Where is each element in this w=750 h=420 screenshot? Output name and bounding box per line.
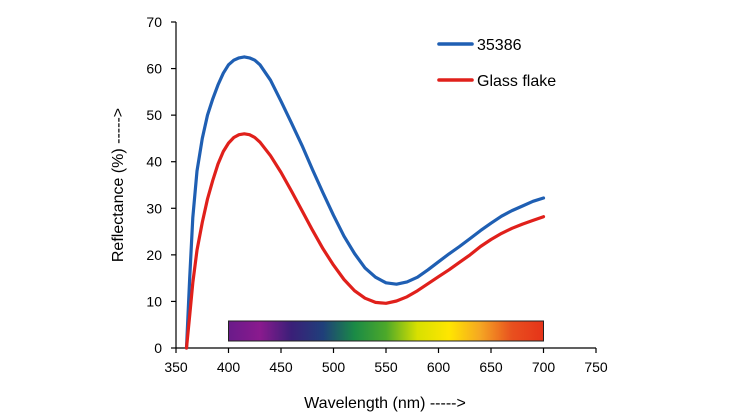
x-tick-label: 450	[269, 359, 293, 375]
legend: 35386 Glass flake	[437, 37, 556, 90]
y-tick-label: 0	[154, 340, 162, 356]
axes	[175, 22, 596, 349]
visible-spectrum-bar	[228, 320, 544, 342]
x-tick-label: 550	[374, 359, 398, 375]
x-tick-label: 500	[322, 359, 346, 375]
legend-label-2: Glass flake	[477, 73, 556, 90]
x-tick-label: 650	[479, 359, 503, 375]
data-series	[184, 55, 546, 350]
axis-ticks: 350 400 450 500 550 600 650 700 750 0 10 20 30 40 50 60…	[146, 14, 607, 375]
series-line-1	[184, 55, 546, 350]
y-tick-label: 10	[146, 293, 162, 309]
y-tick-label: 30	[146, 200, 162, 216]
legend-label-1: 35386	[477, 37, 522, 54]
visible-spectrum-bar-group	[228, 320, 544, 342]
y-tick-label: 20	[146, 247, 162, 263]
x-axis-title: Wavelength (nm) ----->	[304, 395, 466, 412]
y-tick-label: 60	[146, 61, 162, 77]
x-tick-label: 750	[584, 359, 608, 375]
series-line-2	[184, 132, 546, 350]
y-tick-label: 70	[146, 14, 162, 30]
x-tick-label: 700	[532, 359, 556, 375]
y-axis-title: Reflectance (%) ----->	[110, 108, 127, 262]
y-tick-label: 40	[146, 154, 162, 170]
x-tick-label: 350	[164, 359, 188, 375]
x-tick-label: 600	[427, 359, 451, 375]
y-tick-label: 50	[146, 107, 162, 123]
x-tick-label: 400	[217, 359, 241, 375]
